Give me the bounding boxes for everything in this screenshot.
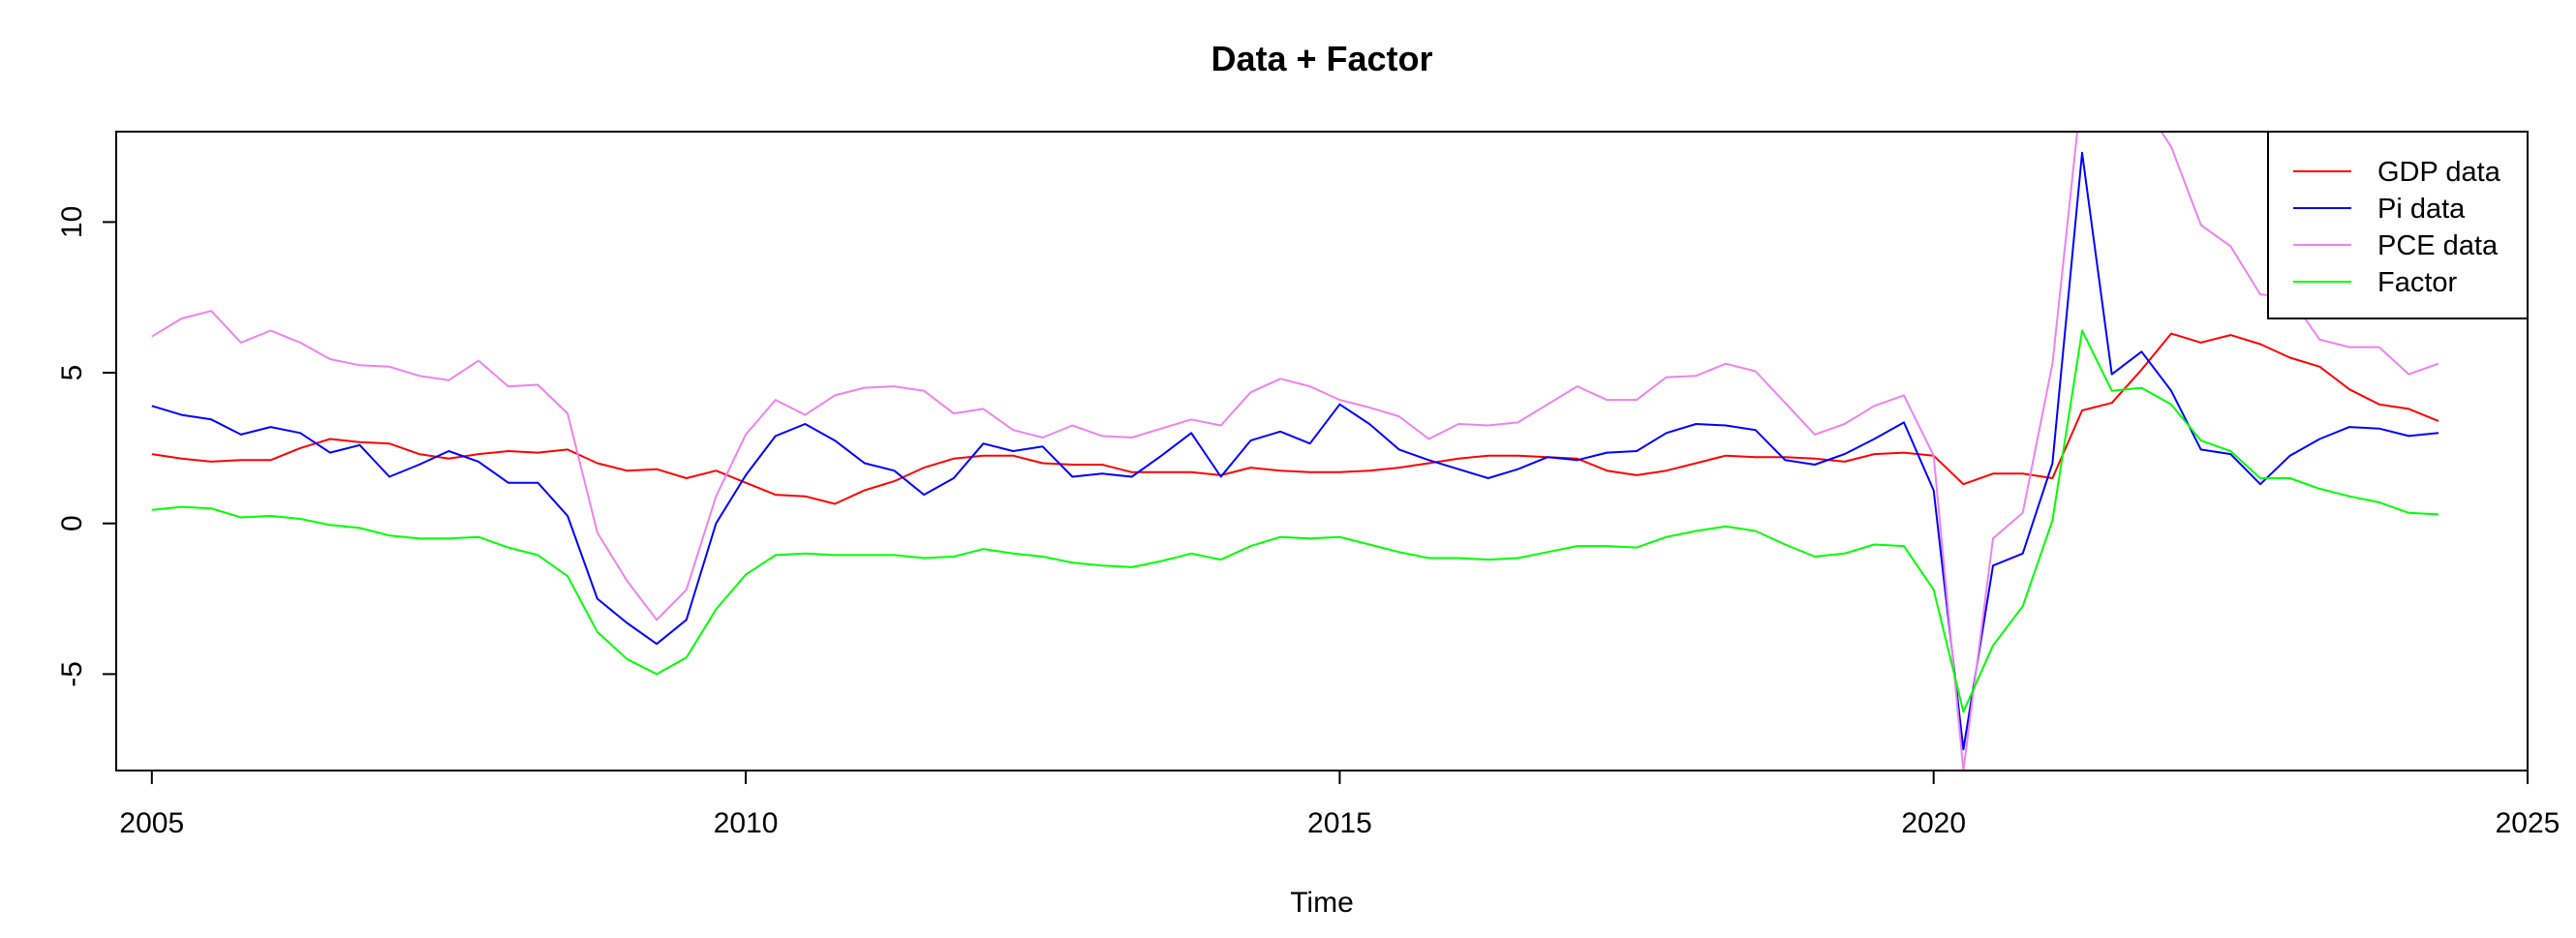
series-line-pi-data (151, 151, 2439, 751)
legend-label-gdp-data: GDP data (2377, 157, 2501, 188)
legend: GDP data Pi data PCE data Factor (2267, 131, 2529, 319)
legend-label-factor: Factor (2377, 267, 2458, 298)
series-line-factor (151, 329, 2439, 713)
x-tick-label: 2025 (2496, 807, 2561, 839)
legend-box (2267, 131, 2529, 319)
legend-items: GDP data Pi data PCE data Factor (2293, 157, 2501, 298)
y-axis: -5 0 5 10 (56, 206, 117, 687)
series-layer (151, 132, 2439, 771)
y-tick-label: 10 (56, 206, 88, 238)
legend-label-pi-data: Pi data (2377, 194, 2466, 225)
x-axis: 2005 2010 2015 2020 2025 (119, 770, 2561, 839)
x-tick-label: 2010 (714, 807, 779, 839)
x-tick-label: 2015 (1307, 807, 1372, 839)
x-axis-title: Time (1290, 887, 1354, 919)
x-tick-label: 2005 (119, 807, 184, 839)
series-line-gdp-data (151, 332, 2439, 505)
y-tick-label: -5 (56, 661, 88, 687)
series-line-pce-data (151, 132, 2439, 771)
chart-title: Data + Factor (1211, 39, 1432, 78)
legend-label-pce-data: PCE data (2377, 230, 2499, 261)
y-tick-label: 0 (56, 515, 88, 531)
x-tick-label: 2020 (1901, 807, 1966, 839)
y-tick-label: 5 (56, 365, 88, 381)
